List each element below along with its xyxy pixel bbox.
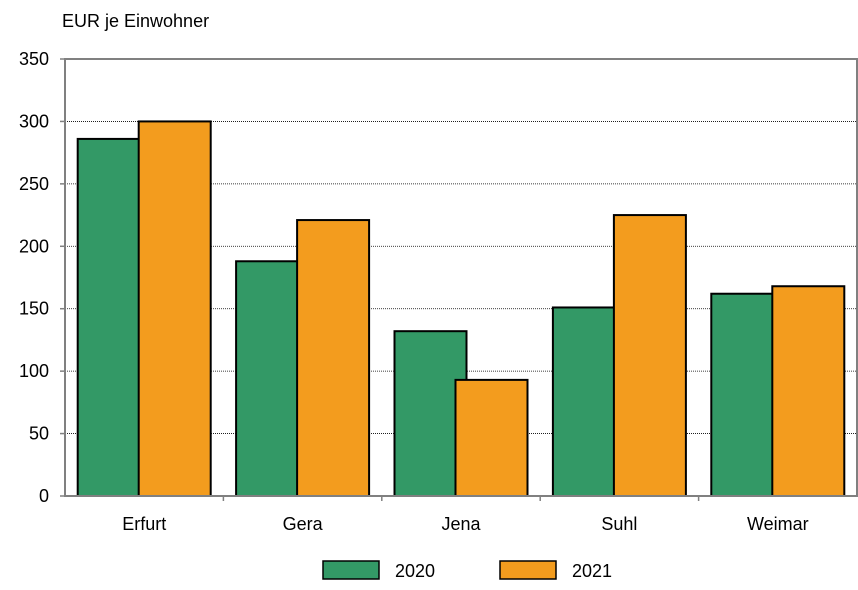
bar-weimar-2021 [771,285,846,497]
bar-jena-2021 [454,378,529,497]
y-tick-label: 200 [19,236,49,256]
y-tick-label: 300 [19,111,49,131]
x-tick-label: Weimar [747,514,809,534]
x-axis-ticks: Erfurt Gera Jena Suhl Weimar [122,496,809,534]
y-tick-label: 350 [19,49,49,69]
bars [76,120,846,498]
x-tick-label: Jena [441,514,481,534]
y-tick-label: 250 [19,174,49,194]
x-tick-label: Suhl [601,514,637,534]
legend-swatch-2020 [322,560,380,580]
y-tick-label: 50 [29,424,49,444]
y-axis-ticks: 0 50 100 150 200 250 300 350 [19,49,65,506]
bar-suhl-2021 [612,214,687,497]
bar-gera-2021 [296,219,371,498]
x-tick-label: Gera [283,514,324,534]
x-tick-label: Erfurt [122,514,166,534]
plot-area-frame [64,58,858,497]
y-tick-label: 150 [19,299,49,319]
legend-label-2021: 2021 [572,561,612,581]
legend: 2020 2021 [322,560,612,581]
bar-erfurt-2021 [137,120,212,498]
legend-label-2020: 2020 [395,561,435,581]
legend-swatch-2021 [499,560,557,580]
y-tick-label: 0 [39,486,49,506]
y-tick-label: 100 [19,361,49,381]
y-axis-label: EUR je Einwohner [62,11,209,31]
